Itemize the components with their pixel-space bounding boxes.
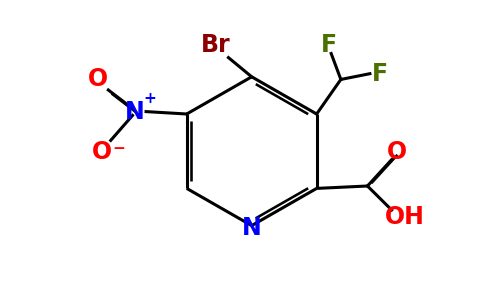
Text: O: O bbox=[92, 140, 112, 164]
Text: OH: OH bbox=[385, 205, 424, 229]
Text: F: F bbox=[321, 33, 337, 57]
Text: +: + bbox=[143, 91, 156, 106]
Text: Br: Br bbox=[200, 33, 230, 57]
Text: N: N bbox=[242, 216, 261, 240]
Text: −: − bbox=[112, 141, 125, 156]
Text: F: F bbox=[372, 62, 388, 86]
Text: N: N bbox=[125, 100, 145, 124]
Text: O: O bbox=[88, 68, 108, 92]
Text: O: O bbox=[386, 140, 407, 164]
